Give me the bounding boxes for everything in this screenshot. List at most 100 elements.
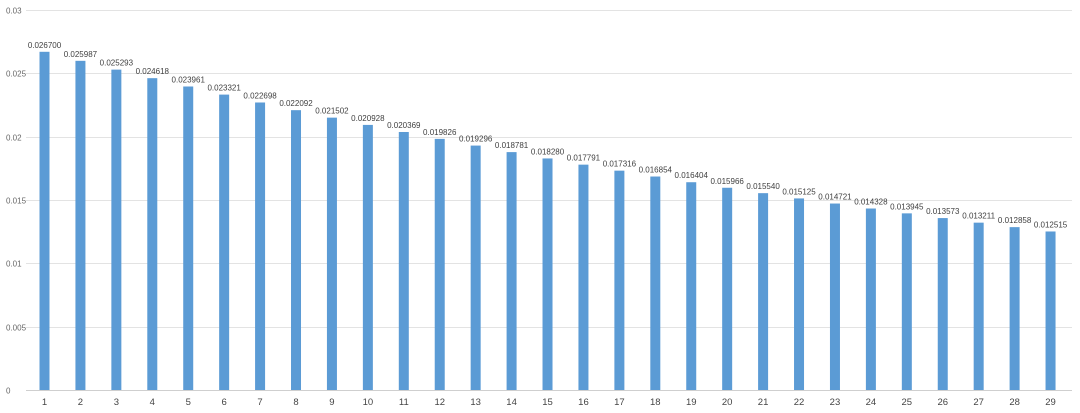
bar — [614, 170, 625, 390]
data-label: 0.023321 — [207, 84, 241, 93]
x-tick-label: 1 — [42, 397, 47, 408]
x-tick-label: 9 — [329, 397, 334, 408]
bar — [111, 69, 122, 391]
bar — [829, 203, 840, 390]
data-label: 0.018280 — [531, 147, 565, 156]
x-tick-label: 25 — [902, 397, 913, 408]
bar — [722, 187, 733, 390]
x-tick-label: 24 — [866, 397, 877, 408]
y-tick-label: 0.005 — [6, 324, 27, 333]
data-label: 0.019826 — [423, 128, 457, 137]
bar — [1045, 231, 1056, 390]
bar — [865, 208, 876, 390]
y-tick-label: 0.01 — [6, 260, 22, 269]
data-label: 0.019296 — [459, 135, 493, 144]
data-label: 0.016404 — [675, 171, 709, 180]
x-axis-ticks: 1 2 3 4 5 6 7 8 9 10 11 12 13 14 15 16 17 18 19 20 21 22 23 24 2… — [42, 397, 1056, 408]
data-label: 0.017791 — [567, 154, 601, 163]
data-label: 0.023961 — [172, 75, 206, 84]
bar — [326, 117, 337, 390]
bar — [291, 110, 302, 391]
data-label: 0.022092 — [279, 99, 313, 108]
x-tick-label: 4 — [150, 397, 155, 408]
data-label: 0.024618 — [136, 67, 170, 76]
x-tick-label: 26 — [937, 397, 948, 408]
data-label: 0.014328 — [854, 198, 888, 207]
bar — [255, 102, 266, 391]
bar — [578, 164, 589, 390]
y-tick-label: 0 — [6, 387, 11, 396]
x-tick-label: 7 — [257, 397, 262, 408]
y-tick-label: 0.03 — [6, 7, 22, 16]
bar — [937, 218, 948, 390]
x-tick-label: 5 — [186, 397, 191, 408]
y-tick-label: 0.015 — [6, 197, 27, 206]
x-tick-label: 23 — [830, 397, 841, 408]
data-label: 0.026700 — [28, 41, 62, 50]
bar — [75, 60, 86, 390]
x-tick-label: 6 — [222, 397, 227, 408]
x-tick-label: 13 — [470, 397, 481, 408]
data-label: 0.013573 — [926, 207, 960, 216]
x-tick-label: 17 — [614, 397, 625, 408]
bar — [219, 94, 230, 390]
y-axis-ticks: 0 0.005 0.01 0.015 0.02 0.025 0.03 — [6, 7, 27, 396]
bars — [39, 51, 1056, 391]
bar — [434, 138, 445, 390]
x-tick-label: 21 — [758, 397, 769, 408]
x-tick-label: 14 — [506, 397, 517, 408]
data-label: 0.020928 — [351, 114, 385, 123]
y-tick-label: 0.02 — [6, 134, 22, 143]
x-tick-label: 15 — [542, 397, 553, 408]
x-tick-label: 8 — [293, 397, 298, 408]
data-label: 0.013211 — [962, 212, 995, 221]
bar — [542, 158, 553, 390]
x-tick-label: 20 — [722, 397, 733, 408]
bar — [650, 176, 661, 390]
data-label: 0.021502 — [315, 107, 349, 116]
bar — [1009, 227, 1020, 390]
bar — [506, 152, 517, 390]
data-label: 0.017316 — [603, 160, 637, 169]
data-label: 0.018781 — [495, 141, 529, 150]
bar — [362, 124, 373, 390]
data-label: 0.015125 — [782, 187, 816, 196]
data-label: 0.015966 — [710, 177, 744, 186]
data-label: 0.015540 — [746, 182, 780, 191]
bar — [147, 78, 158, 391]
data-label: 0.025293 — [100, 59, 134, 68]
bar — [794, 198, 805, 390]
x-tick-label: 16 — [578, 397, 589, 408]
x-tick-label: 3 — [114, 397, 119, 408]
data-label: 0.025987 — [64, 50, 98, 59]
bar — [686, 182, 697, 390]
x-tick-label: 22 — [794, 397, 805, 408]
data-labels: 0.0267000.0259870.0252930.0246180.023961… — [28, 41, 1068, 230]
x-tick-label: 27 — [973, 397, 984, 408]
bar — [183, 86, 194, 391]
x-tick-label: 10 — [363, 397, 374, 408]
data-label: 0.016854 — [639, 166, 673, 175]
data-label: 0.012858 — [998, 216, 1032, 225]
x-tick-label: 2 — [78, 397, 83, 408]
data-label: 0.012515 — [1034, 220, 1068, 229]
x-tick-label: 19 — [686, 397, 697, 408]
data-label: 0.014721 — [818, 193, 852, 202]
bar — [398, 131, 409, 391]
x-tick-label: 18 — [650, 397, 661, 408]
data-label: 0.013945 — [890, 202, 924, 211]
bar — [39, 51, 50, 391]
bar — [470, 145, 481, 390]
bar — [758, 193, 769, 390]
x-tick-label: 12 — [434, 397, 445, 408]
y-tick-label: 0.025 — [6, 70, 27, 79]
x-tick-label: 11 — [399, 397, 409, 408]
data-label: 0.022698 — [243, 91, 277, 100]
bar — [973, 222, 984, 390]
x-tick-label: 29 — [1045, 397, 1056, 408]
data-label: 0.020369 — [387, 121, 421, 130]
x-tick-label: 28 — [1009, 397, 1020, 408]
bar — [901, 213, 912, 390]
